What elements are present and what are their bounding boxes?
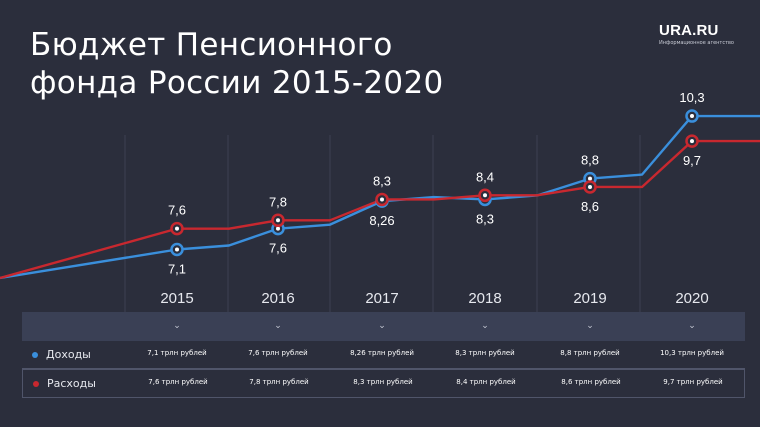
point-center (175, 247, 179, 252)
table-cell: 7,8 трлн рублей (249, 378, 309, 386)
logo-subtitle: Информационное агентство (659, 40, 734, 46)
chevron-down-icon[interactable]: ⌄ (688, 321, 696, 331)
table-cell: 8,8 трлн рублей (560, 349, 620, 357)
table-cell: 10,3 трлн рублей (660, 349, 724, 357)
x-tick-label: 2018 (468, 290, 501, 307)
table-cell: 7,6 трлн рублей (248, 349, 308, 357)
income-legend-dot (32, 352, 38, 358)
expense-data-label: 7,6 (168, 203, 186, 218)
income-data-label: 8,26 (369, 213, 394, 228)
chevron-down-icon[interactable]: ⌄ (586, 321, 594, 331)
expense-legend-label: Расходы (47, 377, 96, 390)
table-row-expense: Расходы 7,6 трлн рублей 7,8 трлн рублей 8,… (22, 369, 745, 398)
table-cell: 8,26 трлн рублей (350, 349, 414, 357)
x-tick-label: 2019 (573, 290, 606, 307)
expense-data-label: 7,8 (269, 194, 287, 209)
expense-data-label: 8,3 (373, 173, 391, 188)
income-data-label: 8,3 (476, 211, 494, 226)
x-tick-label: 2017 (365, 290, 398, 307)
chevron-down-icon[interactable]: ⌄ (173, 321, 181, 331)
x-tick-label: 2015 (160, 290, 193, 307)
table-cell: 8,3 трлн рублей (455, 349, 515, 357)
title-line-1: Бюджет Пенсионного (30, 27, 393, 63)
chevron-down-icon[interactable]: ⌄ (274, 321, 282, 331)
table-cell: 8,3 трлн рублей (353, 378, 413, 386)
income-data-label: 8,8 (581, 153, 599, 168)
expense-data-label: 9,7 (683, 153, 701, 168)
point-center (276, 226, 280, 231)
point-center (380, 197, 384, 202)
table-header-bar: ⌄ ⌄ ⌄ ⌄ ⌄ ⌄ (22, 312, 745, 341)
point-center (690, 114, 694, 119)
expense-legend-dot (33, 381, 39, 387)
income-data-label: 7,6 (269, 241, 287, 256)
table-cell: 7,1 трлн рублей (147, 349, 207, 357)
point-center (588, 184, 592, 189)
table-cell: 8,4 трлн рублей (456, 378, 516, 386)
point-center (276, 218, 280, 223)
title-line-2: фонда России 2015-2020 (30, 65, 444, 101)
income-series-line (0, 114, 760, 280)
expense-series-line (0, 139, 760, 280)
x-tick-label: 2020 (675, 290, 708, 307)
point-center (175, 226, 179, 231)
point-center (483, 193, 487, 198)
chart-title: Бюджет Пенсионного фонда России 2015-202… (30, 26, 470, 102)
income-data-label: 7,1 (168, 262, 186, 277)
table-cell: 7,6 трлн рублей (148, 378, 208, 386)
chevron-down-icon[interactable]: ⌄ (378, 321, 386, 331)
income-legend-label: Доходы (46, 348, 91, 361)
expense-data-label: 8,6 (581, 199, 599, 214)
income-data-label: 10,3 (679, 90, 704, 105)
expense-data-label: 8,4 (476, 169, 494, 184)
x-tick-label: 2016 (261, 290, 294, 307)
table-row-income: Доходы 7,1 трлн рублей 7,6 трлн рублей 8,2… (22, 341, 745, 369)
point-center (588, 176, 592, 181)
point-center (690, 139, 694, 144)
logo-text: URA.RU (659, 22, 719, 39)
ura-logo: URA.RU Информационное агентство (659, 22, 734, 46)
table-cell: 8,6 трлн рублей (561, 378, 621, 386)
table-cell: 9,7 трлн рублей (663, 378, 723, 386)
chevron-down-icon[interactable]: ⌄ (481, 321, 489, 331)
